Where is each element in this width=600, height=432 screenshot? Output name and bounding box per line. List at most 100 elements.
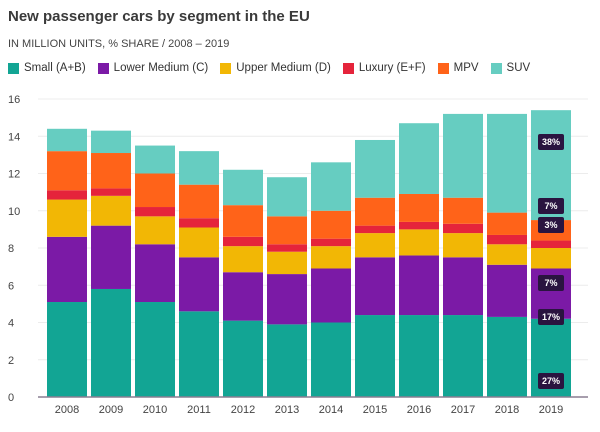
bar-segment xyxy=(47,302,87,397)
bar-segment xyxy=(47,190,87,200)
bar-segment xyxy=(487,113,527,213)
legend-label: Lower Medium (C) xyxy=(113,62,209,74)
legend-swatch xyxy=(8,62,19,74)
bar-segment xyxy=(399,315,439,397)
bar-segment xyxy=(487,244,527,265)
bar-segment xyxy=(443,197,483,224)
legend-swatch xyxy=(97,62,109,74)
share-label-box xyxy=(538,134,564,150)
bar-segment xyxy=(91,188,131,196)
bar-segment xyxy=(223,169,263,206)
legend-swatch xyxy=(220,62,232,74)
share-label-box xyxy=(538,309,564,325)
bar-segment xyxy=(47,236,87,303)
legend-item: SUV xyxy=(490,62,531,74)
share-label-box xyxy=(538,198,564,214)
y-tick-label: 14 xyxy=(8,131,20,143)
y-tick-label: 10 xyxy=(8,206,20,218)
bar-segment xyxy=(47,128,87,152)
legend-item: Upper Medium (D) xyxy=(220,62,331,74)
legend-item: MPV xyxy=(437,62,479,74)
share-label-box xyxy=(538,275,564,291)
y-tick-label: 12 xyxy=(8,169,20,181)
bar-segment xyxy=(531,240,571,248)
legend-label: Small (A+B) xyxy=(24,62,86,74)
bar-segment xyxy=(267,216,307,245)
x-tick-label: 2019 xyxy=(539,404,563,416)
bar-segment xyxy=(487,264,527,317)
legend-item: Small (A+B) xyxy=(8,62,86,74)
bar-segment xyxy=(179,151,219,185)
bar-segment xyxy=(179,218,219,228)
x-tick-label: 2010 xyxy=(143,404,167,416)
bar-segment xyxy=(355,139,395,198)
chart-title: New passenger cars by segment in the EU xyxy=(8,8,310,25)
bar-segment xyxy=(311,322,351,397)
bar-segment xyxy=(443,113,483,198)
legend-item: Luxury (E+F) xyxy=(342,62,426,74)
y-tick-label: 0 xyxy=(8,392,14,404)
bar-segment xyxy=(355,225,395,234)
bar-segment xyxy=(179,184,219,219)
x-tick-label: 2008 xyxy=(55,404,79,416)
legend-swatch xyxy=(490,62,502,74)
bar-segment xyxy=(91,195,131,226)
bar-segment xyxy=(267,251,307,275)
bar-segment xyxy=(355,257,395,316)
x-tick-label: 2012 xyxy=(231,404,255,416)
bar-segment xyxy=(355,197,395,226)
bar-segment xyxy=(487,316,527,397)
bar-segment xyxy=(91,130,131,154)
bar-segment xyxy=(487,212,527,235)
bar-segment xyxy=(91,225,131,289)
bar-segment xyxy=(223,246,263,273)
share-label-box xyxy=(538,373,564,389)
share-label: 17% xyxy=(542,312,560,322)
bar-segment xyxy=(399,229,439,256)
bar-segment xyxy=(135,145,175,174)
bar-segment xyxy=(443,257,483,316)
bar-segment xyxy=(135,173,175,208)
bar-segment xyxy=(223,205,263,237)
bar-segment xyxy=(443,315,483,397)
bar-segment xyxy=(311,246,351,269)
y-tick-label: 4 xyxy=(8,318,14,330)
bar-segment xyxy=(399,221,439,230)
legend-swatch xyxy=(342,62,354,74)
y-tick-label: 16 xyxy=(8,94,20,106)
bar-segment xyxy=(267,177,307,217)
bar-segment xyxy=(135,216,175,245)
x-tick-label: 2015 xyxy=(363,404,387,416)
y-tick-label: 8 xyxy=(8,243,14,255)
legend-label: MPV xyxy=(453,62,479,74)
x-tick-label: 2011 xyxy=(187,404,211,416)
bar-segment xyxy=(223,320,263,397)
x-tick-label: 2014 xyxy=(319,404,343,416)
bar-segment xyxy=(443,233,483,258)
x-tick-label: 2016 xyxy=(407,404,431,416)
bar-segment xyxy=(311,210,351,239)
legend-swatch xyxy=(437,62,449,74)
bar-segment xyxy=(179,227,219,258)
bar-segment xyxy=(267,274,307,325)
legend-label: SUV xyxy=(506,62,531,74)
x-tick-label: 2017 xyxy=(451,404,475,416)
bar-segment xyxy=(311,238,351,247)
bar-segment xyxy=(91,288,131,397)
bar-segment xyxy=(355,315,395,397)
legend-label: Luxury (E+F) xyxy=(358,62,426,74)
share-label-box xyxy=(538,217,564,233)
bar-segment xyxy=(135,207,175,217)
bar-segment xyxy=(399,255,439,316)
share-label: 3% xyxy=(544,220,557,230)
bar-segment xyxy=(399,123,439,194)
x-tick-label: 2009 xyxy=(99,404,123,416)
bar-segment xyxy=(443,223,483,234)
x-tick-label: 2018 xyxy=(495,404,519,416)
bar-segment xyxy=(267,324,307,397)
bar-segment xyxy=(223,236,263,247)
legend-item: Lower Medium (C) xyxy=(97,62,209,74)
bar-segment xyxy=(179,311,219,397)
bar-segment xyxy=(91,153,131,189)
